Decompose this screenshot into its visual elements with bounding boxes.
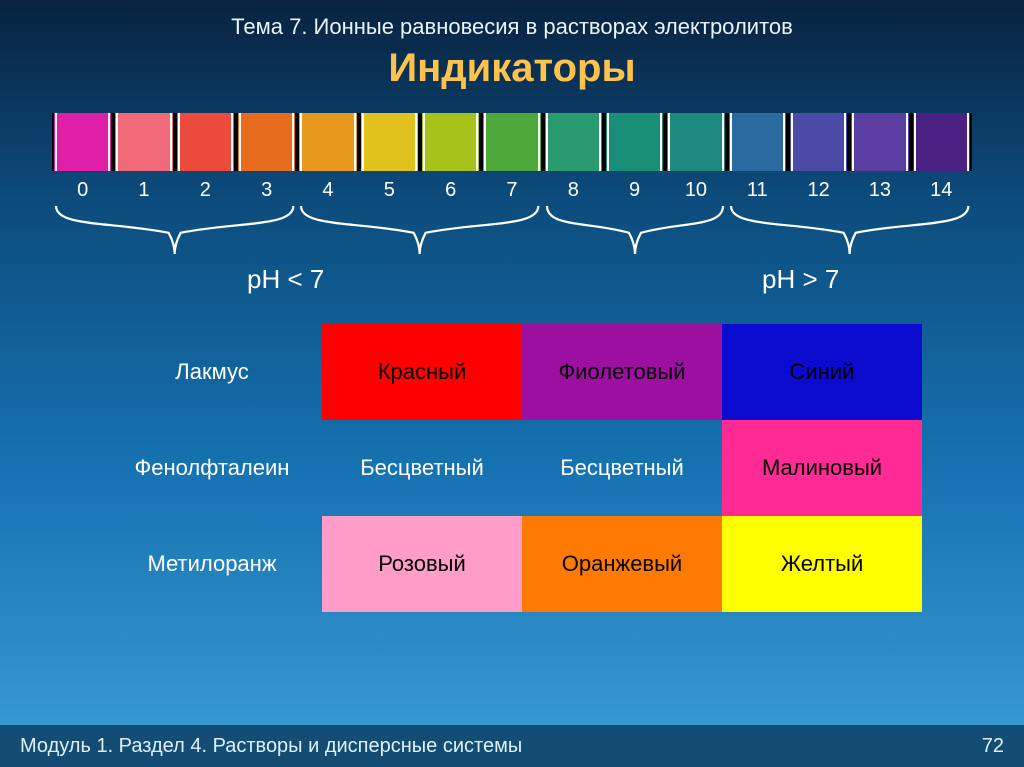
ph-value-1: 1: [113, 179, 174, 202]
ph-cell-4: [297, 113, 358, 171]
ph-value-11: 11: [727, 179, 788, 202]
indicator-row-0: ЛакмусКрасныйФиолетовыйСиний: [102, 324, 922, 420]
ph-cell-13: [849, 113, 910, 171]
ph-value-5: 5: [359, 179, 420, 202]
page-title: Индикаторы: [0, 46, 1024, 91]
page-number: 72: [982, 735, 1004, 758]
ph-group-braces: [52, 202, 972, 258]
ph-cell-8: [543, 113, 604, 171]
indicator-cell: Бесцветный: [322, 420, 522, 516]
indicator-cell: Фиолетовый: [522, 324, 722, 420]
brace-11-14: [727, 202, 972, 258]
ph-compare-row: pH < 7 pH > 7: [52, 264, 972, 296]
indicator-cell: Малиновый: [722, 420, 922, 516]
ph-cell-7: [481, 113, 542, 171]
ph-value-13: 13: [849, 179, 910, 202]
ph-cell-11: [727, 113, 788, 171]
ph-value-3: 3: [236, 179, 297, 202]
ph-less-than-7: pH < 7: [247, 264, 324, 295]
ph-value-7: 7: [481, 179, 542, 202]
indicator-row-1: ФенолфталеинБесцветныйБесцветныйМалиновы…: [102, 420, 922, 516]
brace-0-3: [52, 202, 297, 258]
ph-value-4: 4: [297, 179, 358, 202]
topic-line: Тема 7. Ионные равновесия в растворах эл…: [0, 0, 1024, 40]
indicator-row-2: МетилоранжРозовыйОранжевыйЖелтый: [102, 516, 922, 612]
ph-cell-10: [665, 113, 726, 171]
ph-cell-14: [911, 113, 972, 171]
ph-value-14: 14: [911, 179, 972, 202]
ph-scale-labels: 01234567891011121314: [52, 179, 972, 202]
indicator-name: Фенолфталеин: [102, 420, 322, 516]
indicator-cell: Оранжевый: [522, 516, 722, 612]
indicator-cell: Красный: [322, 324, 522, 420]
indicator-table: ЛакмусКрасныйФиолетовыйСинийФенолфталеин…: [102, 324, 922, 612]
footer-text: Модуль 1. Раздел 4. Растворы и дисперсны…: [20, 735, 522, 758]
ph-value-0: 0: [52, 179, 113, 202]
ph-value-8: 8: [543, 179, 604, 202]
ph-cell-0: [52, 113, 113, 171]
ph-cell-2: [175, 113, 236, 171]
ph-value-10: 10: [665, 179, 726, 202]
ph-value-2: 2: [175, 179, 236, 202]
ph-value-9: 9: [604, 179, 665, 202]
footer-bar: Модуль 1. Раздел 4. Растворы и дисперсны…: [0, 725, 1024, 767]
brace-4-7: [297, 202, 542, 258]
indicator-cell: Розовый: [322, 516, 522, 612]
ph-cell-12: [788, 113, 849, 171]
indicator-name: Лакмус: [102, 324, 322, 420]
indicator-name: Метилоранж: [102, 516, 322, 612]
ph-cell-5: [359, 113, 420, 171]
indicator-cell: Синий: [722, 324, 922, 420]
brace-8-10: [543, 202, 727, 258]
ph-cell-6: [420, 113, 481, 171]
indicator-cell: Бесцветный: [522, 420, 722, 516]
ph-value-12: 12: [788, 179, 849, 202]
ph-color-strip: [52, 113, 972, 171]
ph-greater-than-7: pH > 7: [762, 264, 839, 295]
ph-cell-9: [604, 113, 665, 171]
ph-value-6: 6: [420, 179, 481, 202]
indicator-cell: Желтый: [722, 516, 922, 612]
ph-cell-1: [113, 113, 174, 171]
ph-cell-3: [236, 113, 297, 171]
